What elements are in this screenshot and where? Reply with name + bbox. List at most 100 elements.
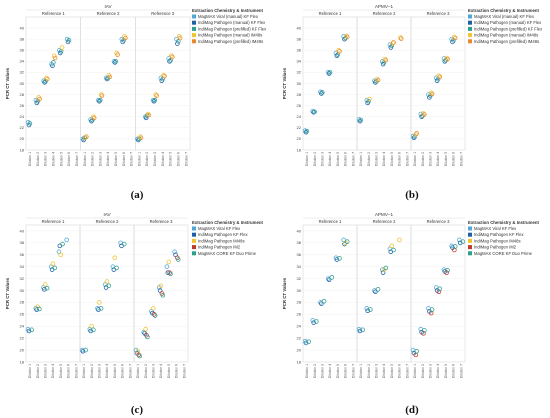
x-tick-label: Dilution 5 xyxy=(59,364,63,378)
data-point xyxy=(91,327,96,333)
y-tick-label: 20 xyxy=(297,136,302,141)
data-point xyxy=(107,74,113,80)
legend-entry: IndiMag Pathogen (manual) IM48s xyxy=(198,33,262,38)
data-point xyxy=(145,111,151,117)
legend-title: Extraction Chemistry & Instrument xyxy=(468,220,539,225)
legend-swatch xyxy=(468,33,472,38)
data-point xyxy=(145,334,150,340)
facet-header: Reference 1 xyxy=(319,219,342,224)
data-point xyxy=(44,285,50,291)
y-tick-label: 38 xyxy=(297,240,302,245)
data-point xyxy=(84,134,89,139)
legend-swatch xyxy=(192,39,196,44)
data-point xyxy=(312,109,317,115)
y-tick-label: 18 xyxy=(20,359,25,364)
data-point xyxy=(319,91,324,96)
data-point xyxy=(43,282,48,287)
legend-swatch xyxy=(468,26,472,31)
data-point xyxy=(373,80,378,85)
data-point xyxy=(389,243,394,249)
data-point xyxy=(444,270,449,275)
x-tick-label: Dilution 3 xyxy=(151,364,155,378)
x-tick-label: Dilution 5 xyxy=(444,152,448,166)
y-tick-label: 20 xyxy=(20,136,25,141)
x-tick-label: Dilution 3 xyxy=(43,364,47,378)
data-point xyxy=(380,270,386,275)
data-point xyxy=(321,298,327,304)
legend-entry: IndiMag Pathogen (manual) IM48s xyxy=(474,33,538,38)
x-tick-label: Dilution 1 xyxy=(136,364,140,378)
data-point xyxy=(168,271,173,277)
data-point xyxy=(162,74,167,79)
data-point xyxy=(460,239,466,244)
y-tick-label: 28 xyxy=(20,92,25,97)
data-point xyxy=(42,287,47,292)
legend-swatch xyxy=(192,238,196,243)
legend-entry: IndiMag Pathogen KF Flex xyxy=(474,232,524,237)
y-tick-label: 32 xyxy=(297,70,302,75)
data-point xyxy=(169,53,174,59)
panel-title: IAV xyxy=(104,4,112,9)
data-point xyxy=(97,98,102,104)
x-tick-label: Dilution 3 xyxy=(428,152,432,166)
data-point xyxy=(373,289,378,294)
data-point xyxy=(429,91,435,97)
legend-entry: IndiMag Pathogen IM2 xyxy=(198,245,241,250)
data-point xyxy=(334,53,340,59)
panel-caption: (b) xyxy=(405,189,419,201)
x-tick-label: Dilution 3 xyxy=(153,152,157,166)
data-point xyxy=(164,264,170,269)
data-point xyxy=(160,293,166,298)
data-point xyxy=(104,76,110,82)
y-tick-label: 34 xyxy=(297,59,302,64)
x-tick-label: Dilution 4 xyxy=(382,364,386,378)
x-tick-label: Dilution 3 xyxy=(97,364,101,378)
legend-swatch xyxy=(468,20,472,25)
data-point xyxy=(52,55,58,61)
data-point xyxy=(412,134,418,139)
data-point xyxy=(383,57,389,63)
y-tick-label: 22 xyxy=(20,335,25,340)
data-point xyxy=(344,34,350,40)
data-point xyxy=(437,74,443,80)
x-tick-label: Dilution 1 xyxy=(82,364,86,378)
data-point xyxy=(137,353,142,359)
y-tick-label: 18 xyxy=(20,147,25,152)
x-tick-label: Dilution 2 xyxy=(313,364,317,378)
y-tick-label: 24 xyxy=(297,324,302,329)
facet-frame xyxy=(356,224,412,363)
facet-header: Reference 3 xyxy=(427,11,450,16)
legend-title: Extraction Chemistry & Instrument xyxy=(192,220,263,225)
x-tick-label: Dilution 3 xyxy=(428,364,432,378)
legend-entry: IndiMag Pathogen (manual) KF Flex xyxy=(198,20,266,25)
data-point xyxy=(445,56,450,62)
data-point xyxy=(121,241,127,247)
data-point xyxy=(452,34,457,40)
y-tick-label: 36 xyxy=(20,252,25,257)
x-tick-label: Dilution 4 xyxy=(51,364,55,378)
data-point xyxy=(34,307,39,312)
data-point xyxy=(457,237,462,243)
data-point xyxy=(342,36,347,42)
legend-swatch xyxy=(192,26,196,31)
x-tick-label: Dilution 7 xyxy=(405,364,409,378)
facet-header: Reference 2 xyxy=(97,11,120,16)
x-tick-label: Dilution 2 xyxy=(36,364,40,378)
data-point xyxy=(114,265,119,271)
panel-title: APMV−1 xyxy=(375,4,394,9)
y-tick-label: 20 xyxy=(297,347,302,352)
data-point xyxy=(303,340,309,346)
panel-caption: (d) xyxy=(405,404,419,416)
legend-entry: MagMAX Viral (manual) KF Flex xyxy=(198,14,259,19)
facet-header: Reference 3 xyxy=(427,219,450,224)
data-point xyxy=(360,327,365,333)
x-tick-label: Dilution 4 xyxy=(328,364,332,378)
x-tick-label: Dilution 6 xyxy=(122,152,126,166)
legend-entry: MagMAX Viral (manual) KF Flex xyxy=(474,14,535,19)
legend-entry: IndiMag Pathogen IM2 xyxy=(474,245,517,250)
x-tick-label: Dilution 2 xyxy=(90,364,94,378)
data-point xyxy=(83,347,88,353)
x-tick-label: Dilution 3 xyxy=(374,364,378,378)
x-tick-label: Dilution 7 xyxy=(184,152,188,166)
